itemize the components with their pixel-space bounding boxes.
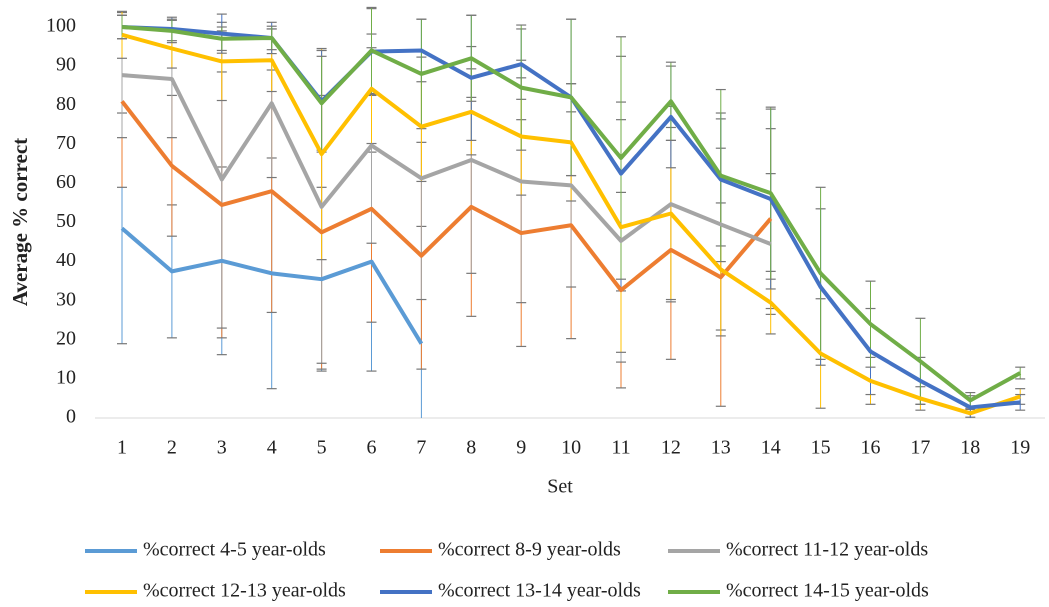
y-tick-label: 10 [56,366,76,388]
x-tick-label: 4 [267,437,277,459]
series-line [121,25,1022,403]
y-tick-label: 80 [56,93,76,115]
y-tick-label: 90 [56,54,76,76]
series-line [120,100,773,293]
x-tick-label: 15 [811,437,831,459]
legend-label: %correct 4-5 year-olds [143,539,326,561]
x-tick-label: 5 [317,437,327,459]
y-tick-label: 100 [46,15,76,37]
x-tick-label: 19 [1010,437,1030,459]
x-tick-label: 12 [661,437,681,459]
x-tick-label: 2 [167,437,177,459]
x-tick-label: 7 [416,437,426,459]
x-tick-label: 10 [561,437,581,459]
x-tick-label: 13 [711,437,731,459]
x-tick-label: 6 [367,437,377,459]
legend-label: %correct 13-14 year-olds [438,580,641,602]
x-tick-label: 18 [960,437,980,459]
series-line [120,226,424,345]
x-tick-label: 8 [466,437,476,459]
y-tick-label: 70 [56,132,76,154]
plot-area [117,6,1026,418]
x-tick-label: 3 [217,437,227,459]
y-tick-label: 30 [56,288,76,310]
legend-label: %correct 12-13 year-olds [143,580,346,602]
y-axis-label: Average % correct [8,138,32,306]
x-tick-label: 16 [861,437,881,459]
x-axis-label: Set [547,476,573,498]
legend-label: %correct 14-15 year-olds [726,580,929,602]
legend-label: %correct 11-12 year-olds [726,539,928,561]
y-tick-label: 60 [56,171,76,193]
x-tick-label: 17 [910,437,930,459]
y-tick-label: 50 [56,210,76,232]
legend-label: %correct 8-9 year-olds [438,539,621,561]
y-tick-label: 40 [56,249,76,271]
x-tick-label: 11 [611,437,630,459]
x-tick-label: 9 [516,437,526,459]
y-tick-label: 0 [66,406,76,428]
series-line [121,32,1021,416]
x-tick-label: 14 [761,437,781,459]
y-tick-label: 20 [56,327,76,349]
series-line [121,73,772,246]
x-tick-label: 1 [117,437,127,459]
